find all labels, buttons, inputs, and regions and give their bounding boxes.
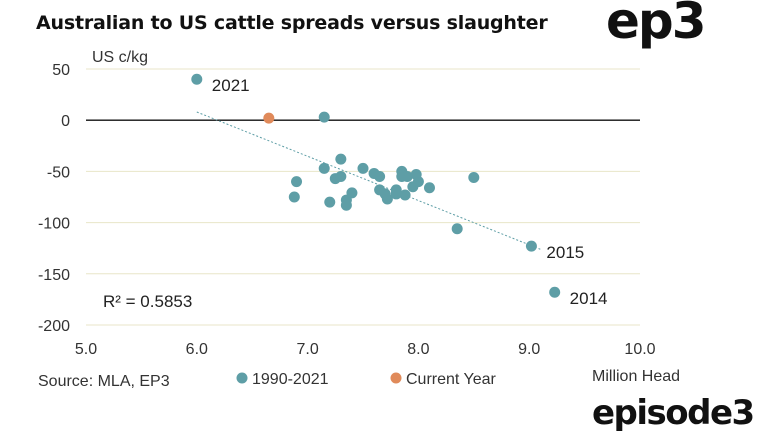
x-tick-label: 5.0 — [75, 341, 97, 358]
point-annotations: 2021 2015 2014 — [212, 76, 608, 308]
legend-label-current-year: Current Year — [406, 371, 497, 388]
y-tick-label: -150 — [38, 267, 70, 284]
data-point — [191, 73, 203, 85]
data-point — [412, 176, 424, 188]
y-tick-label: 0 — [61, 113, 70, 130]
grid-lines — [86, 68, 640, 326]
current-year-point — [263, 112, 275, 124]
data-point — [525, 240, 537, 252]
data-point — [335, 171, 347, 183]
data-point — [291, 176, 303, 188]
data-point — [399, 189, 411, 201]
data-point — [549, 286, 561, 298]
data-point — [288, 191, 300, 203]
point-annotation: 2015 — [546, 243, 584, 262]
x-tick-label: 7.0 — [296, 341, 318, 358]
x-tick-label: 8.0 — [407, 341, 429, 358]
x-tick-labels: 5.0 6.0 7.0 8.0 9.0 10.0 — [75, 341, 656, 358]
data-point — [451, 223, 463, 235]
data-point — [346, 187, 358, 199]
legend-marker-current-year — [390, 372, 402, 384]
data-point — [423, 182, 435, 194]
legend-marker-1990-2021 — [236, 372, 248, 384]
y-axis-label: US c/kg — [92, 49, 148, 66]
data-point — [468, 172, 480, 184]
data-point — [318, 162, 330, 174]
r-squared-label: R² = 0.5853 — [103, 292, 192, 311]
episode3-logo: episode3 — [592, 393, 755, 433]
y-tick-label: -100 — [38, 216, 70, 233]
data-point — [318, 111, 330, 123]
data-point — [324, 196, 336, 208]
ep3-logo: ep3 — [606, 0, 706, 50]
y-tick-labels: 50 0 -50 -100 -150 -200 — [38, 62, 70, 335]
point-annotation: 2021 — [212, 76, 250, 95]
data-point — [335, 153, 347, 165]
source-text: Source: MLA, EP3 — [38, 373, 170, 390]
x-tick-label: 9.0 — [518, 341, 540, 358]
x-tick-label: 6.0 — [186, 341, 208, 358]
trendline — [196, 111, 541, 250]
data-point — [357, 162, 369, 174]
legend-label-1990-2021: 1990-2021 — [252, 371, 329, 388]
data-point — [381, 193, 393, 205]
x-tick-label: 10.0 — [624, 341, 655, 358]
point-annotation: 2014 — [570, 289, 608, 308]
data-point — [390, 188, 402, 200]
y-tick-label: -200 — [38, 318, 70, 335]
chart-title: Australian to US cattle spreads versus s… — [36, 12, 548, 34]
data-point — [374, 171, 386, 183]
x-axis-label: Million Head — [592, 368, 680, 385]
data-point — [340, 199, 352, 211]
y-tick-label: 50 — [52, 62, 70, 79]
data-points — [191, 73, 561, 298]
data-point — [401, 171, 413, 183]
y-tick-label: -50 — [47, 164, 70, 181]
